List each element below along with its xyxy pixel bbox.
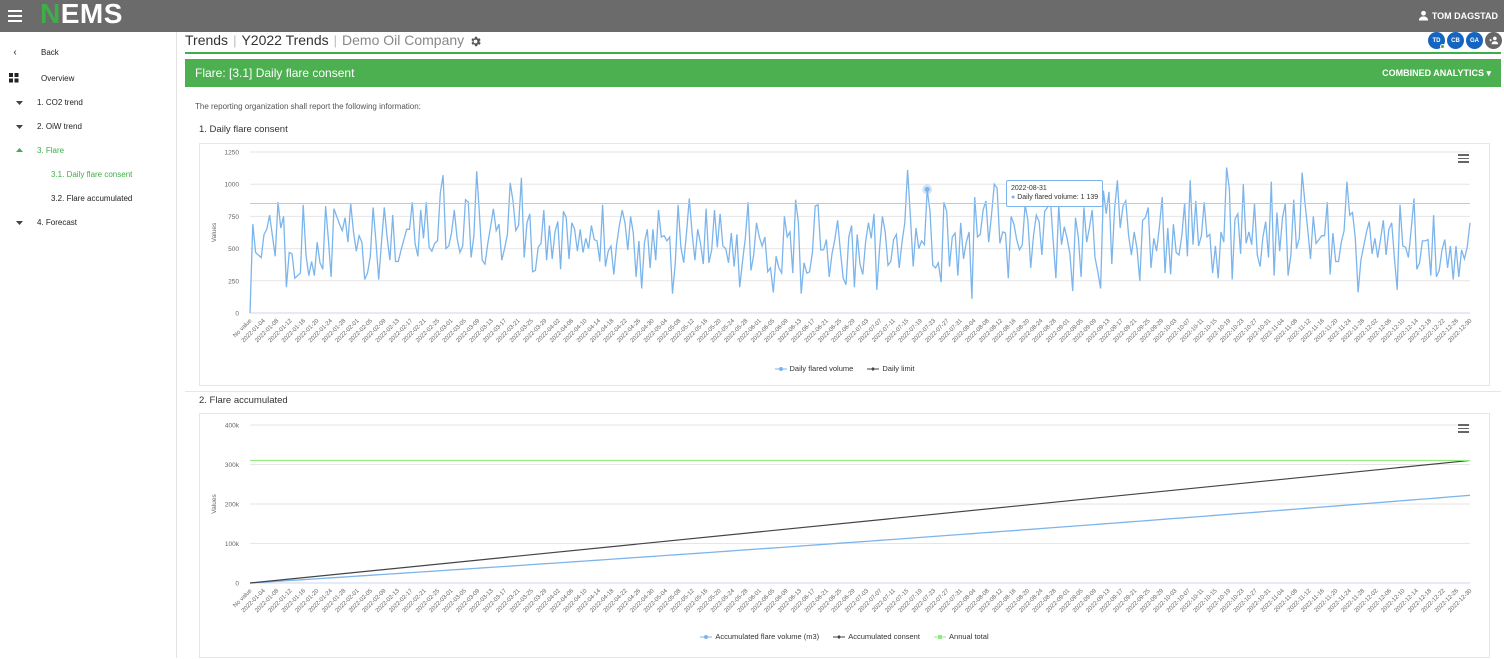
caret-down-icon — [16, 221, 23, 225]
avatar[interactable]: TD — [1428, 32, 1445, 49]
caret-down-icon — [16, 125, 23, 129]
add-user-icon — [1488, 36, 1498, 45]
legend-item[interactable]: Daily limit — [867, 364, 914, 373]
user-menu[interactable]: TOM DAGSTAD — [1418, 10, 1498, 21]
y-tick-label: 750 — [228, 214, 239, 221]
legend-item[interactable]: Accumulated flare volume (m3) — [700, 632, 819, 641]
divider — [185, 391, 1501, 392]
legend-item[interactable]: Accumulated consent — [833, 632, 920, 641]
breadcrumb: Trends | Y2022 Trends | Demo Oil Company — [185, 32, 482, 48]
dashboard-icon — [9, 73, 19, 83]
user-icon — [1418, 10, 1428, 21]
breadcrumb-company[interactable]: Demo Oil Company — [342, 32, 465, 48]
y-tick-label: 400k — [225, 423, 240, 430]
top-bar: NEMS TOM DAGSTAD — [0, 0, 1504, 32]
legend-item[interactable]: Annual total — [934, 632, 989, 641]
chart-menu-button[interactable] — [1458, 154, 1469, 163]
series-line-accumulated-consent — [249, 459, 1471, 584]
y-tick-label: 250 — [228, 278, 239, 285]
y-axis-label: Values — [211, 494, 218, 514]
series-line-accumulated-flare-volume — [249, 494, 1471, 584]
breadcrumb-trends[interactable]: Trends — [185, 32, 229, 48]
sidebar-item-oiw-trend[interactable]: 2. OiW trend — [0, 122, 177, 136]
app-logo[interactable]: NEMS — [40, 0, 123, 29]
gear-icon[interactable] — [469, 35, 482, 48]
user-name: TOM DAGSTAD — [1431, 10, 1498, 21]
combined-analytics-dropdown[interactable]: COMBINED ANALYTICS ▾ — [1382, 68, 1491, 78]
sidebar-back[interactable]: ‹ Back — [0, 47, 177, 62]
legend-item[interactable]: Daily flared volume — [774, 364, 853, 373]
panel-header: Flare: [3.1] Daily flare consent COMBINE… — [185, 59, 1501, 87]
sidebar-item-daily-flare-consent[interactable]: 3.1. Daily flare consent — [51, 170, 133, 179]
y-tick-label: 0 — [235, 311, 239, 318]
sidebar: ‹ Back Overview 1. CO2 trend 2. OiW tren… — [0, 32, 177, 658]
y-tick-label: 1250 — [225, 150, 240, 157]
divider — [185, 52, 1501, 54]
series-line-daily-flared-volume — [249, 167, 1471, 314]
chevron-left-icon: ‹ — [13, 47, 17, 58]
chart-legend: Daily flared volume Daily limit — [200, 364, 1489, 374]
caret-up-icon — [16, 148, 23, 152]
y-tick-label: 100k — [225, 541, 240, 548]
avatar[interactable]: CB — [1447, 32, 1464, 49]
panel-title: Flare: [3.1] Daily flare consent — [195, 66, 355, 80]
sidebar-item-co2-trend[interactable]: 1. CO2 trend — [0, 98, 177, 112]
sidebar-item-flare[interactable]: 3. Flare — [0, 146, 177, 160]
section-title: 2. Flare accumulated — [199, 395, 288, 406]
add-user-button[interactable] — [1485, 32, 1502, 49]
y-tick-label: 200k — [225, 502, 240, 509]
avatar-group: TD CB GA — [1428, 32, 1502, 49]
section-title: 1. Daily flare consent — [199, 124, 288, 135]
y-tick-label: 1000 — [225, 182, 240, 189]
chart-legend: Accumulated flare volume (m3) Accumulate… — [200, 632, 1489, 642]
chart-daily-flare: 0 250 500 750 1000 1250 Values No value 2022-01-… — [199, 143, 1490, 386]
y-axis-label: Values — [211, 222, 218, 242]
breadcrumb-y2022[interactable]: Y2022 Trends — [241, 32, 329, 48]
caret-down-icon — [16, 101, 23, 105]
y-tick-label: 300k — [225, 462, 240, 469]
chart-tooltip: 2022-08-31 ● Daily flared volume: 1 139 — [1006, 180, 1104, 207]
sidebar-item-forecast[interactable]: 4. Forecast — [0, 218, 177, 232]
y-tick-label: 500 — [228, 246, 239, 253]
hover-point — [924, 186, 930, 192]
sidebar-overview[interactable]: Overview — [0, 73, 177, 87]
main-content: Trends | Y2022 Trends | Demo Oil Company… — [178, 32, 1504, 658]
sidebar-item-flare-accumulated[interactable]: 3.2. Flare accumulated — [51, 194, 133, 203]
menu-icon[interactable] — [8, 7, 22, 25]
chart-menu-button[interactable] — [1458, 424, 1469, 433]
y-tick-label: 0 — [235, 581, 239, 588]
chart-flare-accumulated: 0 100k 200k 300k 400k Values No value 2022-01-0… — [199, 413, 1490, 658]
intro-text: The reporting organization shall report … — [195, 102, 421, 111]
avatar[interactable]: GA — [1466, 32, 1483, 49]
